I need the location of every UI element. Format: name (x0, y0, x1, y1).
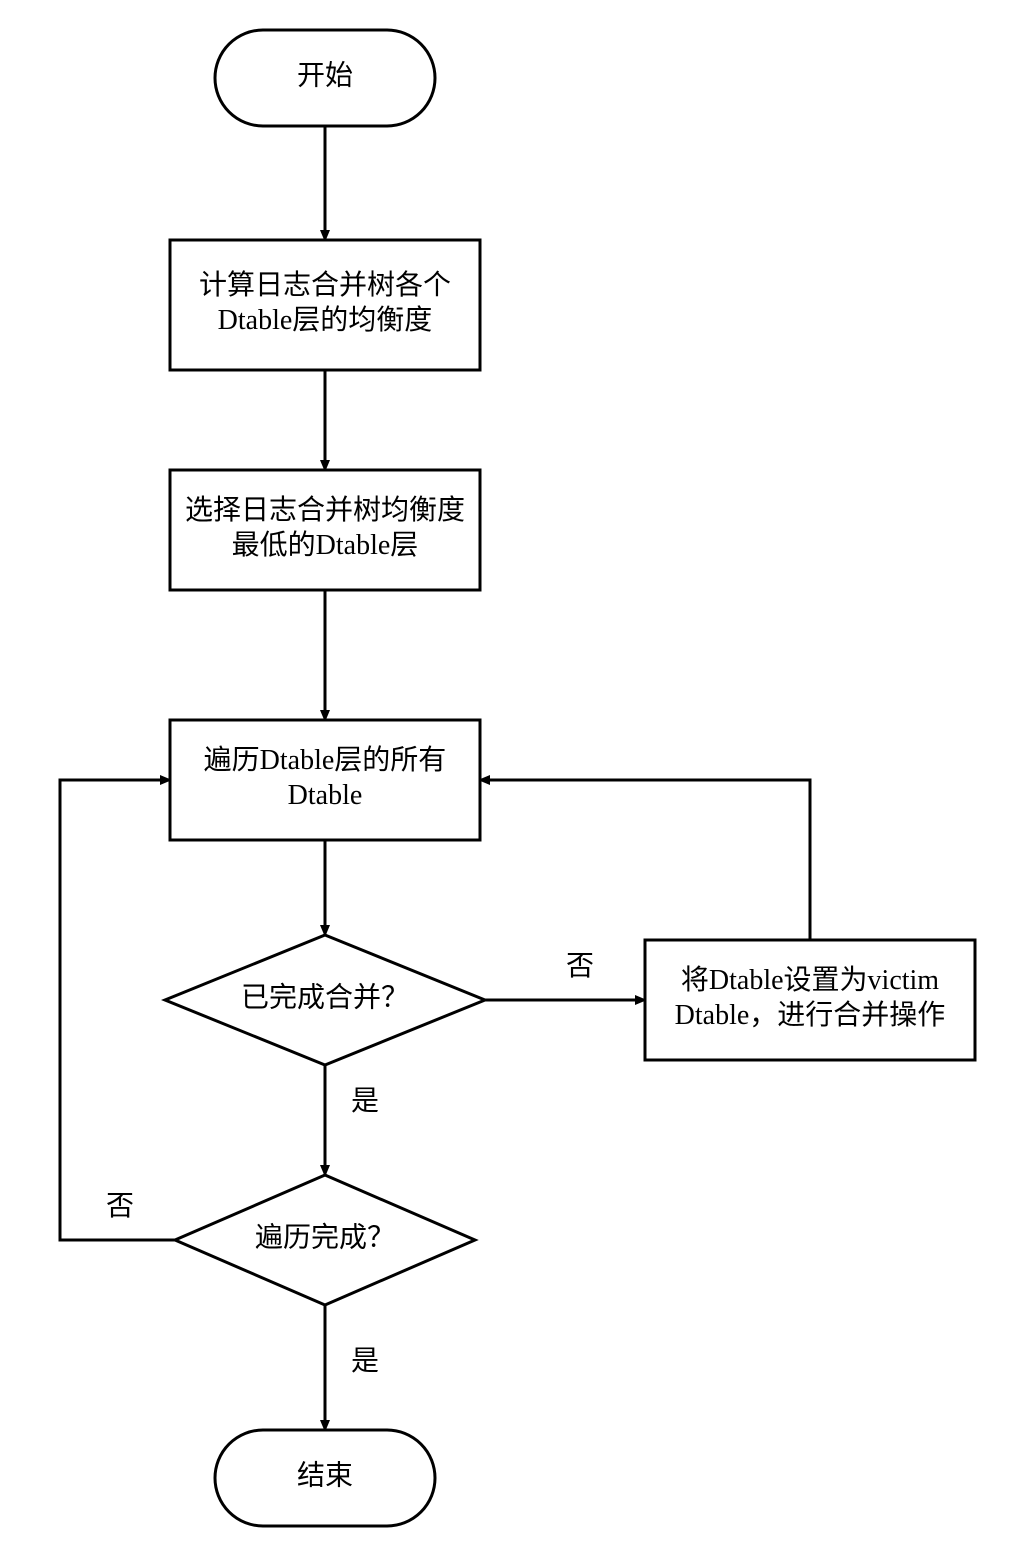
node-n1: 计算日志合并树各个Dtable层的均衡度 (170, 240, 480, 370)
node-d2: 遍历完成？ (175, 1175, 475, 1305)
n2-label: 选择日志合并树均衡度 (185, 494, 465, 526)
d2-label: 遍历完成？ (255, 1221, 395, 1253)
node-n2: 选择日志合并树均衡度最低的Dtable层 (170, 470, 480, 590)
edge-label-d2-end: 是 (351, 1346, 379, 1377)
node-d1: 已完成合并？ (165, 935, 485, 1065)
start-label: 开始 (297, 59, 353, 91)
n3-label: Dtable (288, 780, 363, 811)
node-side: 将Dtable设置为victimDtable，进行合并操作 (645, 940, 975, 1060)
end-label: 结束 (297, 1459, 353, 1491)
side-label: 将Dtable设置为victim (681, 964, 939, 996)
side-label: Dtable，进行合并操作 (675, 999, 946, 1031)
node-n3: 遍历Dtable层的所有 Dtable (170, 720, 480, 840)
edge-side-n3 (480, 780, 810, 940)
node-end: 结束 (215, 1430, 435, 1526)
edge-d2-n3 (60, 780, 175, 1240)
d1-label: 已完成合并？ (241, 981, 409, 1013)
edge-label-d1-side: 否 (566, 951, 594, 982)
edge-label-d1-d2: 是 (351, 1086, 379, 1117)
n2-label: 最低的Dtable层 (232, 529, 419, 561)
node-start: 开始 (215, 30, 435, 126)
n3-label: 遍历Dtable层的所有 (204, 744, 447, 776)
flowchart-svg: 否是是否开始计算日志合并树各个Dtable层的均衡度选择日志合并树均衡度最低的D… (0, 0, 1027, 1563)
n1-label: Dtable层的均衡度 (218, 304, 433, 336)
n1-label: 计算日志合并树各个 (199, 269, 451, 301)
edge-label-d2-n3: 否 (106, 1191, 134, 1222)
